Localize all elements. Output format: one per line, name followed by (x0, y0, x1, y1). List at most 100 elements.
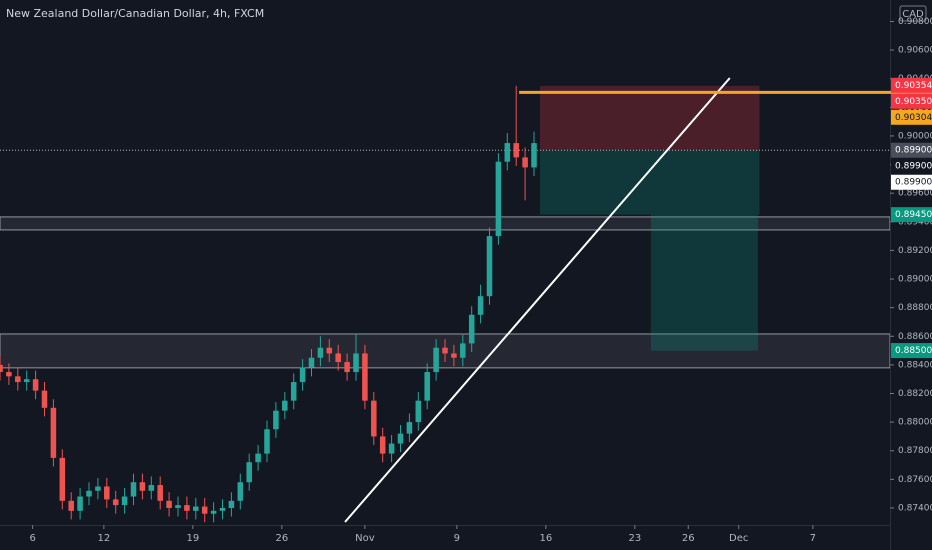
candle-body (317, 347, 324, 358)
candle-body (335, 353, 341, 363)
target-box (650, 214, 758, 351)
y-tick-label: 0.87600 (898, 475, 932, 485)
price-tag-label: 0.89900 (895, 162, 932, 172)
candle-body (424, 372, 430, 401)
y-tick-label: 0.90000 (898, 131, 932, 141)
candle-body (486, 236, 493, 297)
x-tick-label: 16 (539, 533, 552, 544)
candle-body (406, 422, 413, 434)
candle-body (68, 500, 74, 511)
candle-body (326, 347, 333, 354)
y-tick-label: 0.89000 (898, 275, 932, 285)
candle-body (77, 496, 83, 511)
price-tag (891, 93, 932, 109)
candle-body (379, 436, 386, 454)
candle-body (477, 296, 484, 315)
target-box (539, 150, 760, 215)
candle-body (282, 400, 288, 411)
candle-body (112, 499, 119, 506)
candle-body (273, 410, 279, 430)
chart-title: New Zealand Dollar/Canadian Dollar, 4h, … (6, 7, 264, 20)
candle-body (513, 143, 519, 158)
candle-body (6, 372, 12, 377)
price-tag (891, 142, 932, 158)
candle-body (15, 376, 21, 383)
candle-body (495, 161, 502, 237)
y-tick-label: 0.89200 (898, 246, 932, 256)
currency-box[interactable] (899, 5, 927, 22)
x-tick-label: 9 (454, 533, 460, 544)
candle-body (23, 379, 30, 383)
price-tag (891, 343, 932, 359)
price-tag-label: 0.90354 (895, 81, 932, 91)
x-tick-label: 26 (682, 533, 695, 544)
candle-body (362, 353, 368, 401)
price-tag-label: 0.89900 (895, 146, 932, 156)
y-tick-label: 0.89400 (898, 217, 932, 227)
stop-box (539, 85, 760, 151)
candle-body (415, 400, 422, 423)
candle-body (290, 382, 297, 401)
y-tick-label: 0.88400 (898, 360, 932, 370)
candle-body (255, 453, 261, 463)
price-tag (891, 207, 932, 223)
x-tick-label: Nov (355, 533, 375, 544)
candle-body (193, 506, 199, 511)
x-tick-label: 23 (628, 533, 641, 544)
price-tag (891, 174, 932, 190)
price-tag-label: 0.90304 (895, 113, 932, 123)
candle-body (468, 314, 475, 344)
y-tick-label: 0.87800 (898, 446, 932, 456)
candle-body (504, 143, 511, 162)
candle-body (308, 357, 315, 368)
currency-label[interactable]: CAD (902, 9, 924, 20)
plot-area (0, 77, 890, 523)
candle-body (59, 457, 66, 501)
x-tick-label: 6 (29, 533, 35, 544)
x-tick-label: 19 (186, 533, 199, 544)
candle-body (522, 157, 528, 168)
candle-body (86, 490, 92, 497)
candle-body (139, 482, 146, 491)
y-tick-label: 0.88800 (898, 303, 932, 313)
price-tag-label: 0.89450 (895, 210, 932, 220)
candle-body (219, 507, 226, 511)
price-tag-label: 0.88500 (895, 346, 932, 356)
candle-body (237, 482, 244, 501)
candle-body (121, 496, 128, 506)
candle-body (50, 407, 57, 458)
candle-body (201, 506, 208, 514)
y-tick-label: 0.88000 (898, 418, 932, 428)
x-tick-label: Dec (729, 533, 748, 544)
candle-body (371, 400, 377, 437)
price-tag-label: 0.89900 (895, 178, 932, 188)
candle-body (388, 443, 395, 454)
candle-body (148, 485, 155, 491)
price-tag-label: 0.90350 (895, 97, 932, 107)
y-tick-label: 0.87400 (898, 503, 932, 513)
candle-body (41, 390, 48, 408)
y-tick-label: 0.90600 (898, 46, 932, 56)
candle-body (95, 486, 101, 491)
candle-body (166, 500, 172, 508)
price-tag (891, 77, 932, 93)
candle-body (433, 347, 439, 373)
candle-body (130, 482, 137, 497)
candle-body (264, 429, 270, 454)
candle-body (353, 353, 359, 373)
trend-line (344, 77, 731, 523)
candle-body (175, 505, 181, 508)
candle-body (442, 347, 448, 354)
y-tick-label: 0.88600 (898, 332, 932, 342)
candle-body (32, 379, 39, 391)
price-tag (891, 158, 932, 174)
candle-body (451, 353, 457, 358)
candle-body (397, 433, 404, 444)
candle-body (344, 362, 350, 373)
x-tick-label: 7 (810, 533, 816, 544)
candle-body (246, 462, 252, 483)
price-tag (891, 109, 932, 125)
